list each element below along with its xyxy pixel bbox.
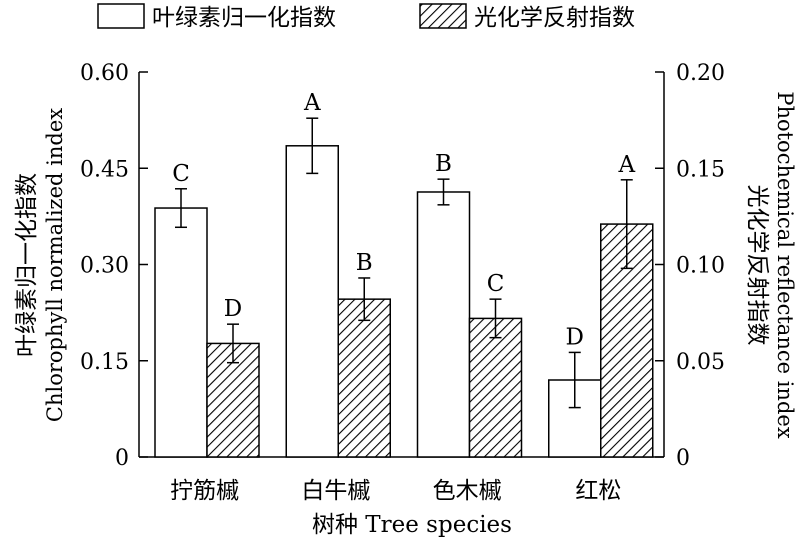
right-y-tick-label: 0 [676,446,690,471]
right-axis-title-cn: 光化学反射指数 [744,185,770,346]
x-tick-label: 白牛槭 [301,478,370,504]
legend-swatch-chlorophyll [97,3,145,29]
significance-letter: C [172,161,190,187]
bar-chlorophyll [154,207,208,458]
bars: C D A B B C D A [154,90,654,458]
significance-letter: A [617,152,635,178]
x-axis-title: 树种 Tree species [312,512,512,538]
bar-photochemical [206,342,260,458]
legend: 叶绿素归一化指数 光化学反射指数 [97,3,635,31]
legend-label-chlorophyll: 叶绿素归一化指数 [152,5,336,31]
left-y-tick-label: 0 [115,446,129,471]
right-y-ticks: 0 0.05 0.10 0.15 0.20 [655,61,725,471]
left-y-tick-label: 0.60 [80,61,129,86]
x-tick-label: 拧筋槭 [170,478,239,504]
right-y-tick-label: 0.05 [676,350,725,375]
significance-letter: A [303,90,321,116]
significance-letter: C [487,271,505,297]
legend-label-photochemical: 光化学反射指数 [474,5,635,31]
left-axis-title-en: Chlorophyll normalized index [43,108,67,422]
left-y-tick-label: 0.30 [80,254,129,279]
left-y-ticks: 0 0.15 0.30 0.45 0.60 [80,61,148,471]
x-tick-labels: 拧筋槭 白牛槭 色木槭 红松 [170,478,621,504]
significance-letter: B [435,151,452,177]
left-y-tick-label: 0.15 [80,350,129,375]
legend-swatch-photochemical [419,3,467,29]
bar-chlorophyll [285,145,339,458]
bar-chlorophyll [416,191,471,458]
x-tick-label: 红松 [575,478,621,504]
bar-photochemical [337,298,391,458]
left-axis-title-cn: 叶绿素归一化指数 [14,173,40,357]
left-y-tick-label: 0.45 [80,157,129,182]
right-axis-title-en: Photochemical reflectance index [773,91,797,439]
bar-photochemical [468,317,523,458]
right-y-tick-label: 0.15 [676,157,725,182]
right-y-tick-label: 0.20 [676,61,725,86]
significance-letter: B [356,250,373,276]
significance-letter: D [566,324,584,350]
right-y-tick-label: 0.10 [676,254,725,279]
x-tick-label: 色木槭 [433,478,502,504]
significance-letter: D [224,296,242,322]
